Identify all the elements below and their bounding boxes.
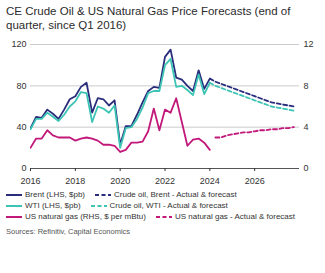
svg-text:40: 40: [16, 122, 26, 132]
svg-text:2016: 2016: [20, 176, 40, 186]
svg-text:120: 120: [11, 39, 26, 49]
html-text:CE Crude Oil & US Natural Gas: CE Crude Oil & US Natural Gas Price Fore…: [6, 5, 291, 31]
html-text:WTI (LHS, $pb): WTI (LHS, $pb): [25, 201, 81, 210]
svg-text:4: 4: [304, 122, 309, 132]
html-text:Crude oil, WTI - Actual & fore: Crude oil, WTI - Actual & forecast: [109, 201, 228, 210]
svg-text:0: 0: [21, 163, 26, 173]
svg-text:2022: 2022: [155, 176, 175, 186]
html-text:US natural gas (RHS, $ per mBt: US natural gas (RHS, $ per mBtu): [25, 212, 146, 221]
svg-text:8: 8: [304, 81, 309, 91]
svg-text:0: 0: [304, 163, 309, 173]
svg-text:12: 12: [304, 39, 314, 49]
svg-text:2018: 2018: [65, 176, 85, 186]
svg-text:2026: 2026: [245, 176, 265, 186]
svg-text:80: 80: [16, 81, 26, 91]
html-text:US natural gas - Actual & fore: US natural gas - Actual & forecast: [174, 212, 295, 221]
svg-text:2020: 2020: [110, 176, 130, 186]
html-text:Sources: Refinitiv, Capital Ec: Sources: Refinitiv, Capital Economics: [6, 227, 131, 236]
html-text:Crude oil, Brent - Actual & fo: Crude oil, Brent - Actual & forecast: [114, 190, 237, 199]
svg-text:2024: 2024: [200, 176, 220, 186]
html-text:Brent (LHS, $pb): Brent (LHS, $pb): [25, 190, 85, 199]
